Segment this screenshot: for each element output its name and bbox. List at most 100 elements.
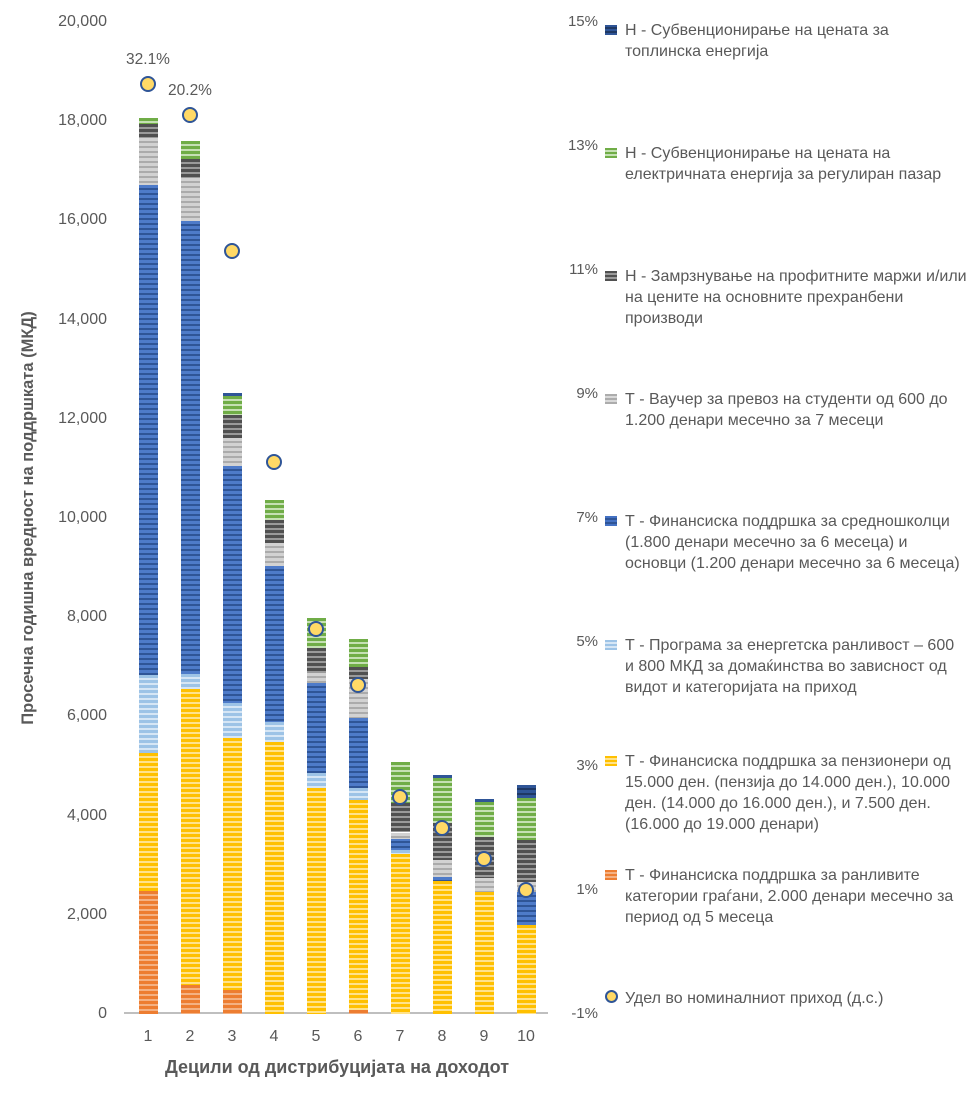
- legend-series-swatch-icon: [605, 516, 617, 526]
- legend-label: Т - Финансиска поддршка за ранливите кат…: [625, 867, 954, 926]
- bar-segment-decile-3: [222, 396, 242, 416]
- bar-segment-decile-4: [264, 721, 284, 743]
- right-axis-tick-label: 1%: [576, 881, 598, 898]
- y-axis-tick-label: 12,000: [58, 409, 107, 427]
- legend-item: Т - Ваучер за превоз на студенти од 600 …: [605, 389, 967, 431]
- bar-segment-decile-10: [516, 925, 536, 1014]
- bar-segment-decile-4: [264, 542, 284, 567]
- legend-series-swatch-icon: [605, 148, 617, 158]
- right-axis-tick-label: 15%: [567, 13, 598, 30]
- bar-segment-decile-10: [516, 892, 536, 926]
- bar-segment-decile-3: [222, 465, 242, 703]
- y-axis-title: Просечна годишна вредност на поддршката …: [19, 311, 37, 725]
- bar-segment-decile-8: [432, 775, 452, 779]
- bar-segment-decile-5: [306, 683, 326, 774]
- bar-segment-decile-4: [264, 742, 284, 1014]
- y-axis-tick-label: 16,000: [58, 211, 107, 229]
- legend-item: Н - Замрзнување на профитните маржи и/ил…: [605, 266, 967, 329]
- right-axis-tick-label: 5%: [576, 633, 598, 650]
- bar-segment-decile-3: [222, 415, 242, 439]
- y-axis-tick-label: 20,000: [58, 13, 107, 30]
- bar-segment-decile-3: [222, 738, 242, 990]
- marker-data-label: 20.2%: [168, 82, 212, 99]
- legend-series-swatch-icon: [605, 271, 617, 281]
- legend-label: Т - Ваучер за превоз на студенти од 600 …: [625, 391, 948, 429]
- legend-item: Удел во номиналниот приход (д.с.): [605, 988, 967, 1009]
- bar-segment-decile-2: [180, 985, 200, 1014]
- bar-segment-decile-2: [180, 158, 200, 178]
- bar-segment-decile-2: [180, 141, 200, 159]
- bar-segment-decile-1: [138, 118, 158, 125]
- bar-segment-decile-2: [180, 177, 200, 221]
- bar-segment-decile-5: [306, 648, 326, 674]
- legend-item: Т - Финансиска поддршка за пензионери од…: [605, 751, 967, 835]
- right-axis-tick-label: 9%: [576, 385, 598, 402]
- x-axis-tick-label: 10: [517, 1028, 535, 1045]
- income-share-marker: [433, 819, 450, 836]
- legend-item: Н - Субвенционирање на цената на електри…: [605, 143, 967, 185]
- x-axis-title: Децили од дистрибуцијата на доходот: [164, 1057, 510, 1077]
- income-share-marker: [475, 850, 492, 867]
- bar-segment-decile-10: [516, 784, 536, 798]
- bar-segment-decile-7: [390, 849, 410, 854]
- bar-segment-decile-6: [348, 788, 368, 800]
- bar-segment-decile-7: [390, 838, 410, 850]
- x-axis-tick-label: 3: [227, 1028, 237, 1045]
- marker-data-label: 32.1%: [126, 51, 170, 68]
- y-axis-tick-label: 10,000: [58, 509, 107, 526]
- bar-segment-decile-3: [222, 438, 242, 466]
- income-share-marker: [349, 676, 366, 693]
- y-axis-tick-label: 18,000: [58, 112, 107, 130]
- bar-segment-decile-6: [348, 718, 368, 788]
- bar-segment-decile-7: [390, 803, 410, 833]
- bar-segment-decile-9: [474, 878, 494, 892]
- bar-segment-decile-1: [138, 138, 158, 186]
- bar-segment-decile-3: [222, 393, 242, 396]
- bar-segment-decile-6: [348, 639, 368, 667]
- bar-segment-decile-2: [180, 689, 200, 985]
- x-axis-tick-label: 9: [479, 1028, 489, 1045]
- bar-segment-decile-10: [516, 839, 536, 883]
- y-axis-tick-label: 2,000: [66, 905, 107, 923]
- bar-segment-decile-9: [474, 802, 494, 837]
- legend-marker-circle-icon: [605, 990, 618, 1003]
- bar-segment-decile-6: [348, 667, 368, 679]
- bar-segment-decile-6: [348, 1010, 368, 1014]
- legend-item: Т - Финансиска поддршка за средношколци …: [605, 511, 967, 574]
- legend-series-swatch-icon: [605, 756, 617, 766]
- legend-label: Н - Субвенционирање на цената за топлинс…: [625, 22, 889, 60]
- legend-series-swatch-icon: [605, 870, 617, 880]
- right-axis-tick-label: 3%: [576, 757, 598, 774]
- x-axis-tick-label: 2: [185, 1028, 195, 1045]
- income-share-marker: [265, 453, 282, 470]
- bar-segment-decile-8: [432, 877, 452, 881]
- x-axis-tick-label: 4: [269, 1028, 279, 1045]
- legend-series-swatch-icon: [605, 25, 617, 35]
- legend-label: Н - Замрзнување на профитните маржи и/ил…: [625, 268, 967, 327]
- bar-segment-decile-7: [390, 853, 410, 1014]
- income-share-marker: [223, 242, 240, 259]
- bar-segment-decile-4: [264, 520, 284, 543]
- bar-segment-decile-7: [390, 832, 410, 839]
- bar-segment-decile-3: [222, 989, 242, 1014]
- bar-segment-decile-1: [138, 124, 158, 139]
- bar-segment-decile-5: [306, 673, 326, 684]
- legend-item: Н - Субвенционирање на цената за топлинс…: [605, 20, 967, 62]
- bar-segment-decile-1: [138, 185, 158, 675]
- x-axis-tick-label: 5: [311, 1028, 321, 1045]
- bar-segment-decile-8: [432, 860, 452, 878]
- y-axis-tick-label: 8,000: [66, 608, 107, 626]
- right-axis-tick-label: 13%: [567, 137, 598, 154]
- legend-label: Удел во номиналниот приход (д.с.): [625, 990, 884, 1007]
- bar-segment-decile-1: [138, 891, 158, 1014]
- x-axis-tick-label: 7: [395, 1028, 405, 1045]
- income-share-marker: [391, 788, 408, 805]
- y-axis-tick-label: 0: [98, 1005, 107, 1022]
- y-axis-tick-label: 4,000: [66, 806, 107, 824]
- bar-segment-decile-9: [474, 892, 494, 1014]
- legend-series-swatch-icon: [605, 640, 617, 650]
- bar-segment-decile-2: [180, 673, 200, 690]
- bar-segment-decile-1: [138, 753, 158, 891]
- income-share-marker: [181, 106, 198, 123]
